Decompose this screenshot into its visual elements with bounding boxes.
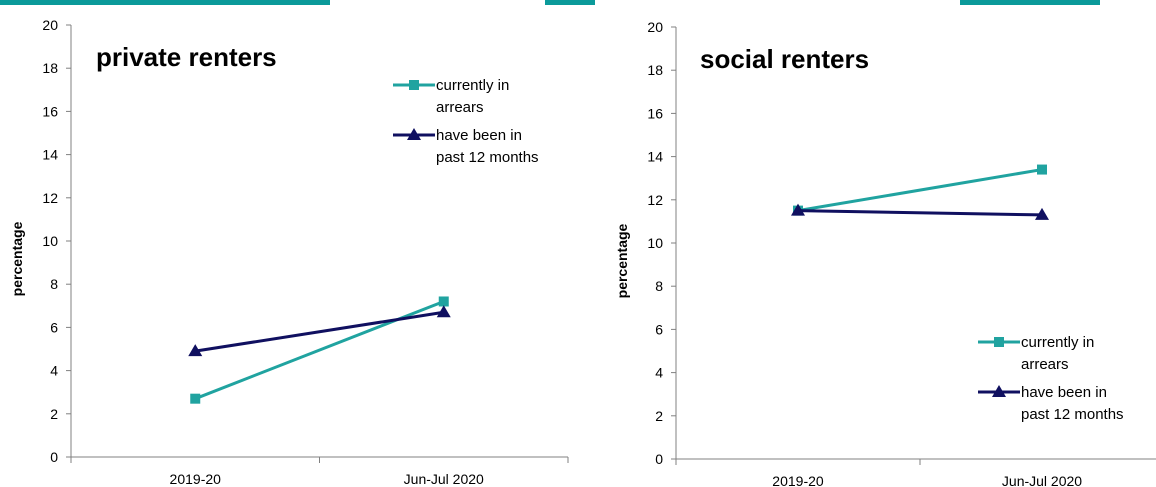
x-tick-label: 2019-20 (170, 471, 222, 487)
legend-label: currently in (1021, 334, 1094, 351)
y-tick-label: 18 (647, 62, 663, 78)
legend-label: arrears (436, 99, 484, 116)
y-tick-label: 8 (50, 276, 58, 292)
data-point-square (1037, 164, 1047, 175)
data-point-triangle (1035, 207, 1049, 220)
legend-label: arrears (1021, 356, 1069, 373)
y-tick-label: 10 (42, 233, 58, 249)
title-band-mid (545, 0, 595, 5)
y-tick-label: 20 (42, 17, 58, 33)
data-point-square (438, 296, 449, 307)
y-tick-label: 8 (655, 278, 663, 294)
y-tick-label: 6 (655, 321, 663, 337)
x-tick-label: 2019-20 (772, 473, 824, 487)
y-axis-title: percentage (9, 221, 25, 296)
y-tick-label: 0 (50, 449, 58, 465)
y-tick-label: 0 (655, 451, 663, 467)
legend-label: have been in (1021, 384, 1107, 401)
legend-marker-square (409, 80, 419, 90)
series-line (194, 300, 445, 401)
legend-label: past 12 months (1021, 406, 1124, 423)
x-tick-label: Jun-Jul 2020 (404, 471, 484, 487)
y-axis-title: percentage (614, 223, 630, 298)
legend-marker-triangle (407, 128, 421, 140)
title-band-left (0, 0, 330, 5)
series-line (797, 209, 1043, 217)
title-band-right (960, 0, 1100, 5)
x-tick-label: Jun-Jul 2020 (1002, 473, 1082, 487)
legend-label: have been in (436, 127, 522, 144)
data-point-square (190, 393, 201, 404)
data-point-triangle (791, 203, 805, 216)
y-tick-label: 4 (655, 365, 663, 381)
y-tick-label: 16 (647, 105, 663, 121)
series-line (195, 310, 444, 353)
y-tick-label: 20 (647, 19, 663, 35)
y-tick-label: 14 (647, 149, 663, 165)
y-tick-label: 14 (42, 147, 58, 163)
y-tick-label: 12 (42, 190, 58, 206)
y-tick-label: 2 (655, 408, 663, 424)
y-tick-label: 4 (50, 363, 58, 379)
panel-title: social renters (700, 44, 869, 74)
series-line (797, 168, 1043, 213)
y-tick-label: 18 (42, 60, 58, 76)
chart-private-renters: 0 2 4 6 8 10 12 14 16 18 20 2019-20 Jun-Jul 2020 perc… (9, 17, 569, 487)
legend-marker-triangle (992, 385, 1006, 397)
y-tick-label: 10 (647, 235, 663, 251)
y-tick-label: 12 (647, 192, 663, 208)
y-tick-label: 16 (42, 103, 58, 119)
y-tick-label: 6 (50, 319, 58, 335)
data-point-triangle (436, 305, 451, 318)
panel-title: private renters (96, 42, 277, 72)
legend-label: currently in (436, 77, 509, 94)
data-point-triangle (188, 344, 203, 357)
y-tick-label: 2 (50, 406, 58, 422)
legend-label: past 12 months (436, 149, 539, 166)
chart-social-renters: 0 2 4 6 8 10 12 14 16 18 20 2019-20 Jun-Jul 2020 perc… (614, 19, 1156, 487)
legend-marker-square (994, 337, 1004, 347)
